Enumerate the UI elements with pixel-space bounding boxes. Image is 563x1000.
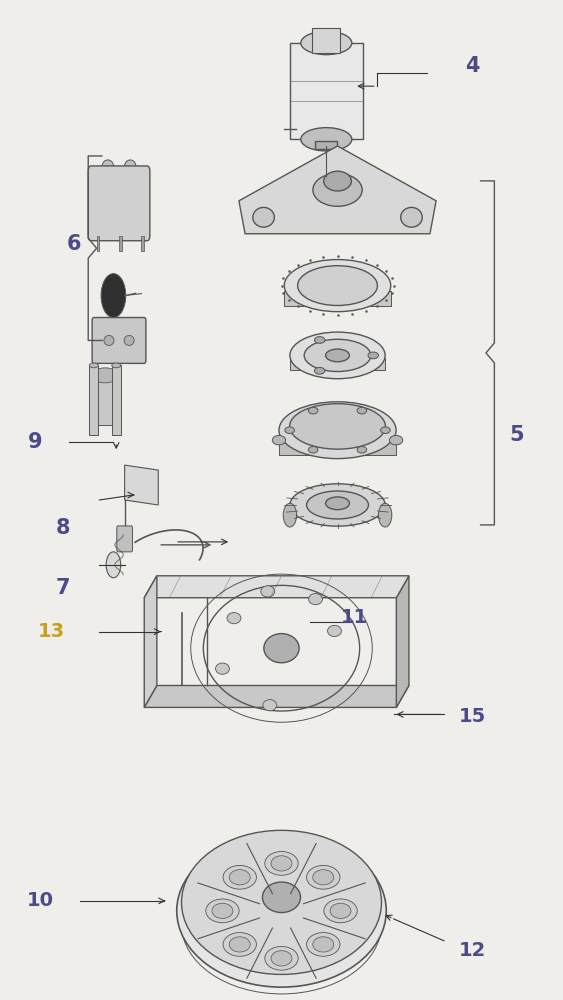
Ellipse shape [285, 427, 294, 434]
Ellipse shape [223, 865, 256, 889]
Ellipse shape [124, 160, 136, 172]
Ellipse shape [227, 613, 241, 624]
Ellipse shape [206, 899, 239, 923]
Text: 5: 5 [510, 425, 524, 445]
Ellipse shape [290, 332, 385, 379]
Polygon shape [279, 435, 396, 455]
Ellipse shape [309, 407, 318, 414]
Ellipse shape [111, 177, 127, 195]
Ellipse shape [289, 404, 386, 449]
Circle shape [101, 274, 126, 318]
Polygon shape [90, 365, 99, 435]
Ellipse shape [264, 634, 299, 663]
Ellipse shape [313, 173, 362, 206]
Text: 12: 12 [458, 941, 486, 960]
Ellipse shape [324, 899, 357, 923]
Ellipse shape [304, 339, 371, 372]
Ellipse shape [212, 903, 233, 918]
Ellipse shape [390, 435, 403, 445]
Polygon shape [144, 685, 409, 707]
FancyBboxPatch shape [117, 526, 132, 552]
Ellipse shape [229, 870, 250, 885]
Ellipse shape [265, 946, 298, 970]
Ellipse shape [357, 446, 367, 453]
Ellipse shape [307, 865, 340, 889]
Polygon shape [91, 375, 119, 425]
Polygon shape [97, 236, 100, 251]
Ellipse shape [216, 663, 229, 674]
Text: 7: 7 [56, 578, 70, 598]
Ellipse shape [104, 335, 114, 345]
Text: 15: 15 [458, 707, 486, 726]
Text: 13: 13 [38, 622, 65, 641]
Ellipse shape [325, 497, 350, 510]
Ellipse shape [90, 363, 99, 368]
Ellipse shape [263, 700, 277, 711]
Ellipse shape [124, 335, 134, 345]
Ellipse shape [253, 207, 274, 227]
Ellipse shape [313, 870, 334, 885]
Ellipse shape [301, 31, 352, 55]
Circle shape [106, 552, 120, 578]
Polygon shape [312, 28, 340, 53]
Ellipse shape [279, 402, 396, 459]
Circle shape [378, 503, 392, 527]
Circle shape [283, 503, 297, 527]
Ellipse shape [325, 349, 350, 362]
Polygon shape [315, 141, 337, 149]
Ellipse shape [309, 593, 323, 605]
Polygon shape [144, 576, 157, 707]
Polygon shape [396, 576, 409, 707]
Ellipse shape [307, 933, 340, 956]
Text: 4: 4 [464, 56, 479, 76]
Text: 8: 8 [56, 518, 70, 538]
Ellipse shape [177, 835, 386, 987]
Ellipse shape [368, 352, 378, 359]
Ellipse shape [229, 937, 250, 952]
Ellipse shape [328, 625, 341, 637]
FancyBboxPatch shape [88, 166, 150, 241]
Ellipse shape [313, 937, 334, 952]
FancyBboxPatch shape [92, 318, 146, 363]
Ellipse shape [271, 951, 292, 966]
Polygon shape [141, 236, 144, 251]
Ellipse shape [381, 427, 390, 434]
Ellipse shape [102, 160, 113, 172]
Text: 11: 11 [341, 608, 368, 627]
Ellipse shape [181, 830, 382, 974]
Ellipse shape [91, 368, 119, 383]
Ellipse shape [111, 363, 120, 368]
Polygon shape [144, 576, 409, 598]
Ellipse shape [324, 171, 351, 191]
Ellipse shape [284, 260, 391, 312]
Polygon shape [239, 146, 436, 234]
Ellipse shape [262, 882, 301, 913]
Ellipse shape [307, 491, 368, 519]
Text: 6: 6 [67, 234, 82, 254]
Ellipse shape [271, 856, 292, 871]
Ellipse shape [309, 446, 318, 453]
Ellipse shape [314, 367, 325, 374]
Polygon shape [119, 236, 122, 251]
Polygon shape [111, 365, 120, 435]
Ellipse shape [301, 128, 352, 151]
Ellipse shape [265, 852, 298, 875]
Polygon shape [284, 291, 391, 306]
Polygon shape [290, 43, 363, 139]
Ellipse shape [115, 181, 123, 190]
Ellipse shape [330, 903, 351, 918]
Text: 9: 9 [28, 432, 42, 452]
Ellipse shape [401, 207, 422, 227]
Ellipse shape [314, 337, 325, 343]
Ellipse shape [261, 586, 275, 597]
Ellipse shape [223, 933, 256, 956]
Text: 10: 10 [27, 891, 54, 910]
Ellipse shape [290, 484, 385, 526]
Ellipse shape [357, 407, 367, 414]
Ellipse shape [298, 266, 377, 305]
Polygon shape [290, 506, 385, 515]
Polygon shape [124, 465, 158, 505]
Ellipse shape [272, 435, 285, 445]
Polygon shape [290, 358, 385, 370]
